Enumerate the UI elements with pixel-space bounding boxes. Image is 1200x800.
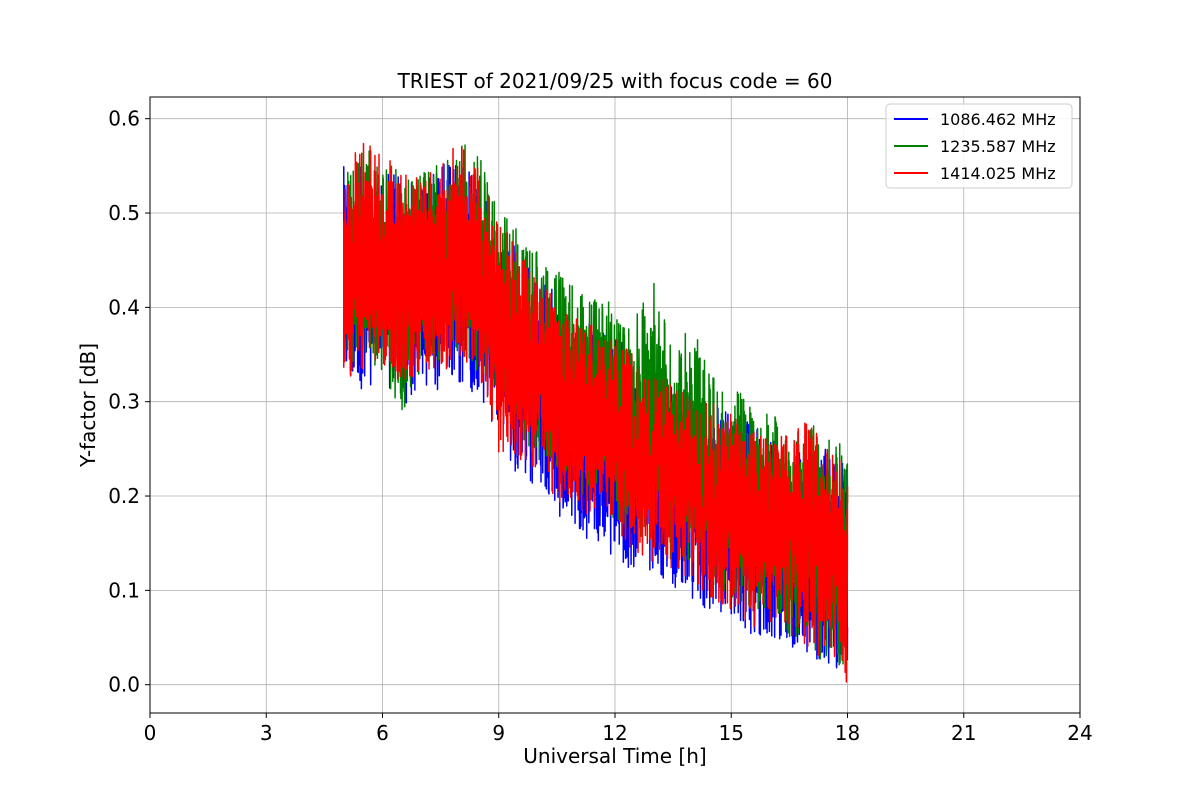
y-tick-label: 0.3 (108, 390, 140, 414)
chart-title: TRIEST of 2021/09/25 with focus code = 6… (397, 69, 833, 93)
y-tick-label: 0.1 (108, 578, 140, 602)
legend-label-1: 1086.462 MHz (940, 110, 1056, 129)
legend-label-2: 1235.587 MHz (940, 137, 1056, 156)
y-tick-label: 0.6 (108, 107, 140, 131)
x-tick-label: 15 (719, 721, 744, 745)
y-tick-label: 0.0 (108, 673, 140, 697)
y-tick-label: 0.5 (108, 201, 140, 225)
y-axis-label: Y-factor [dB] (76, 343, 100, 468)
x-tick-label: 6 (376, 721, 389, 745)
legend: 1086.462 MHz 1235.587 MHz 1414.025 MHz (885, 103, 1073, 189)
x-tick-label: 24 (1067, 721, 1092, 745)
x-tick-label: 9 (492, 721, 505, 745)
x-tick-label: 18 (835, 721, 860, 745)
y-tick-label: 0.2 (108, 484, 140, 508)
y-tick-label: 0.4 (108, 295, 140, 319)
legend-label-3: 1414.025 MHz (940, 164, 1056, 183)
x-tick-label: 0 (144, 721, 157, 745)
x-tick-label: 3 (260, 721, 273, 745)
legend-box (885, 103, 1073, 189)
x-tick-label: 21 (951, 721, 976, 745)
x-axis-label: Universal Time [h] (523, 744, 706, 768)
series-line-3 (343, 142, 849, 683)
plot-area: 0 3 6 9 12 15 18 21 24 0.0 0.1 0.2 0.3 0.4 0.5 0.6 (108, 96, 1093, 745)
x-tick-label: 12 (602, 721, 627, 745)
